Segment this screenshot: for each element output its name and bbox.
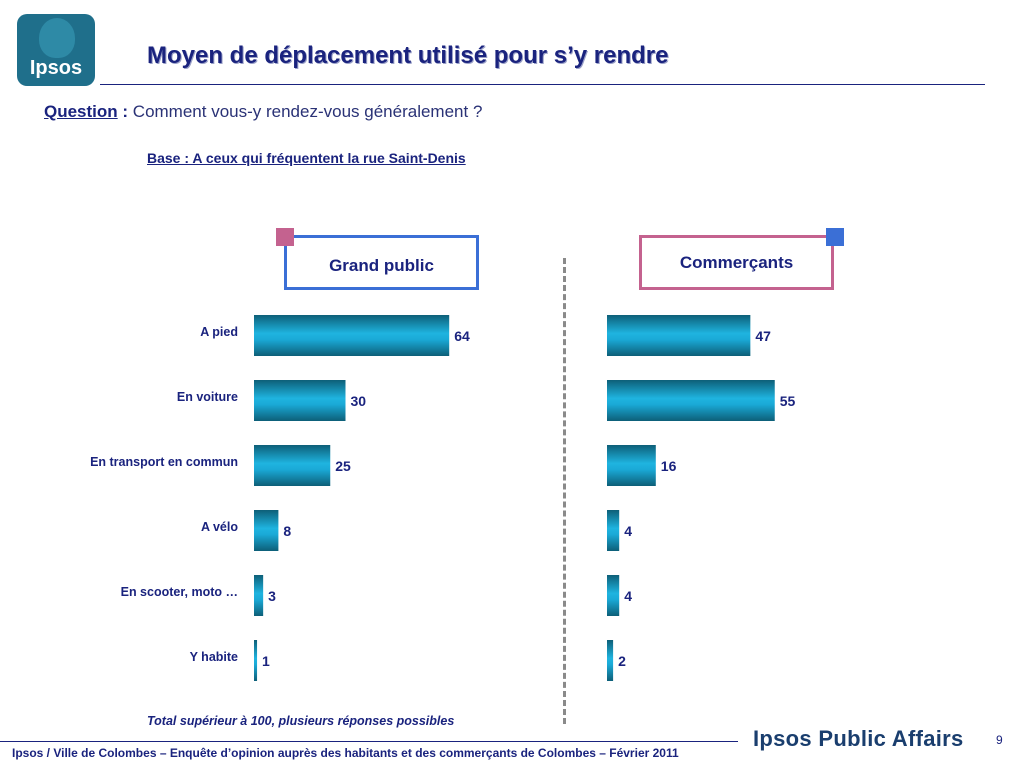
logo-text: Ipsos [29, 57, 83, 79]
bar-grand-public-5 [254, 640, 258, 681]
footer-divider [0, 741, 738, 742]
bar-grand-public-4 [254, 575, 264, 616]
value-label: 4 [624, 588, 632, 604]
logo-head-icon [39, 18, 75, 58]
bar-grand-public-2 [254, 445, 331, 486]
value-label: 30 [351, 393, 367, 409]
value-label: 64 [454, 328, 470, 344]
panel-title-commercants: Commerçants [639, 235, 834, 290]
value-label: 25 [335, 458, 351, 474]
footer-text: Ipsos / Ville de Colombes – Enquête d’op… [12, 746, 679, 760]
value-label: 2 [618, 653, 626, 669]
bar-grand-public-1 [254, 380, 346, 421]
bar-commercants-4 [607, 575, 620, 616]
bar-commercants-0 [607, 315, 751, 356]
question-label: Question [44, 102, 118, 121]
value-label: 3 [268, 588, 276, 604]
panel-marker-pink [276, 228, 294, 246]
page-number: 9 [996, 733, 1003, 747]
category-label: En scooter, moto … [121, 585, 238, 599]
question: Question : Comment vous-y rendez-vous gé… [44, 102, 482, 122]
category-label: En transport en commun [90, 455, 238, 469]
value-label: 1 [262, 653, 270, 669]
footnote: Total supérieur à 100, plusieurs réponse… [147, 714, 455, 728]
bar-commercants-5 [607, 640, 614, 681]
base-note: Base : A ceux qui fréquentent la rue Sai… [147, 150, 466, 166]
value-label: 4 [624, 523, 632, 539]
page-title: Moyen de déplacement utilisé pour s’y re… [147, 42, 669, 69]
ipsos-logo: Ipsos [17, 14, 95, 86]
value-label: 16 [661, 458, 677, 474]
category-label: A vélo [201, 520, 238, 534]
title-divider [100, 84, 985, 85]
panel-title-grand-public: Grand public [284, 235, 479, 290]
question-colon: : [117, 102, 129, 121]
bar-commercants-3 [607, 510, 620, 551]
bar-grand-public-0 [254, 315, 450, 356]
bar-commercants-1 [607, 380, 775, 421]
value-label: 55 [780, 393, 796, 409]
category-label: Y habite [190, 650, 238, 664]
panel-divider [563, 258, 566, 724]
bar-grand-public-3 [254, 510, 279, 551]
brand-logo-text: Ipsos Public Affairs [753, 726, 964, 751]
category-label: A pied [200, 325, 238, 339]
value-label: 8 [283, 523, 291, 539]
question-text: Comment vous-y rendez-vous généralement … [128, 102, 483, 121]
panel-marker-blue [826, 228, 844, 246]
bar-commercants-2 [607, 445, 656, 486]
value-label: 47 [755, 328, 771, 344]
category-label: En voiture [177, 390, 238, 404]
